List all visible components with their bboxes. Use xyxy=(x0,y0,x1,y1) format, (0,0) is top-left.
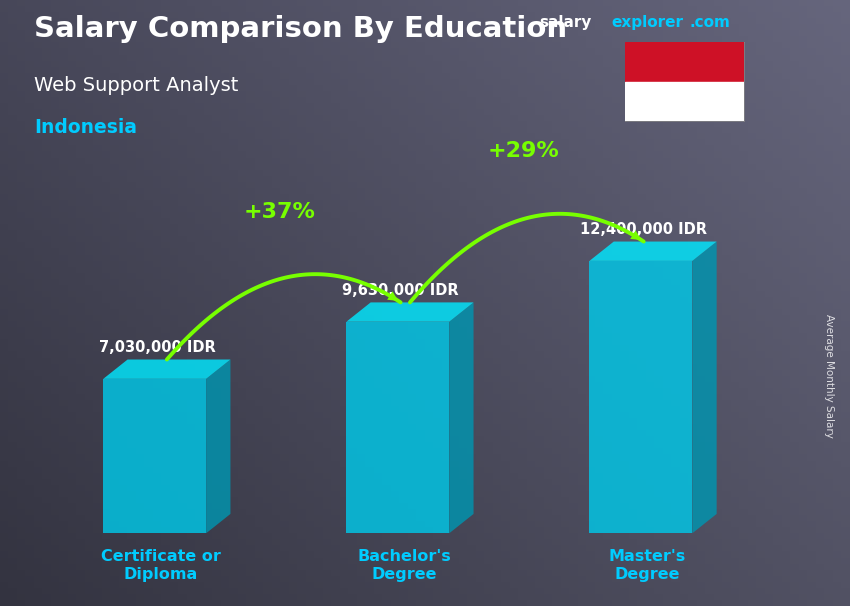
Text: salary: salary xyxy=(540,15,592,30)
Text: Certificate or
Diploma: Certificate or Diploma xyxy=(101,549,221,582)
Polygon shape xyxy=(103,379,206,533)
Text: 7,030,000 IDR: 7,030,000 IDR xyxy=(99,341,216,355)
Bar xyxy=(625,82,744,121)
Text: Indonesia: Indonesia xyxy=(34,118,137,137)
Text: +37%: +37% xyxy=(244,202,316,222)
Text: 12,400,000 IDR: 12,400,000 IDR xyxy=(581,222,707,238)
Polygon shape xyxy=(347,322,449,533)
Polygon shape xyxy=(590,242,717,261)
Polygon shape xyxy=(692,242,717,533)
Polygon shape xyxy=(449,302,473,533)
Polygon shape xyxy=(590,261,692,533)
Polygon shape xyxy=(103,359,230,379)
Text: 9,630,000 IDR: 9,630,000 IDR xyxy=(343,283,459,298)
Text: explorer: explorer xyxy=(611,15,683,30)
Text: Salary Comparison By Education: Salary Comparison By Education xyxy=(34,15,567,43)
Polygon shape xyxy=(347,302,473,322)
Text: Bachelor's
Degree: Bachelor's Degree xyxy=(357,549,451,582)
Text: Master's
Degree: Master's Degree xyxy=(609,549,686,582)
Text: +29%: +29% xyxy=(487,141,559,161)
Bar xyxy=(625,42,744,82)
Text: Average Monthly Salary: Average Monthly Salary xyxy=(824,314,834,438)
Polygon shape xyxy=(206,359,230,533)
Text: Web Support Analyst: Web Support Analyst xyxy=(34,76,238,95)
Text: .com: .com xyxy=(689,15,730,30)
